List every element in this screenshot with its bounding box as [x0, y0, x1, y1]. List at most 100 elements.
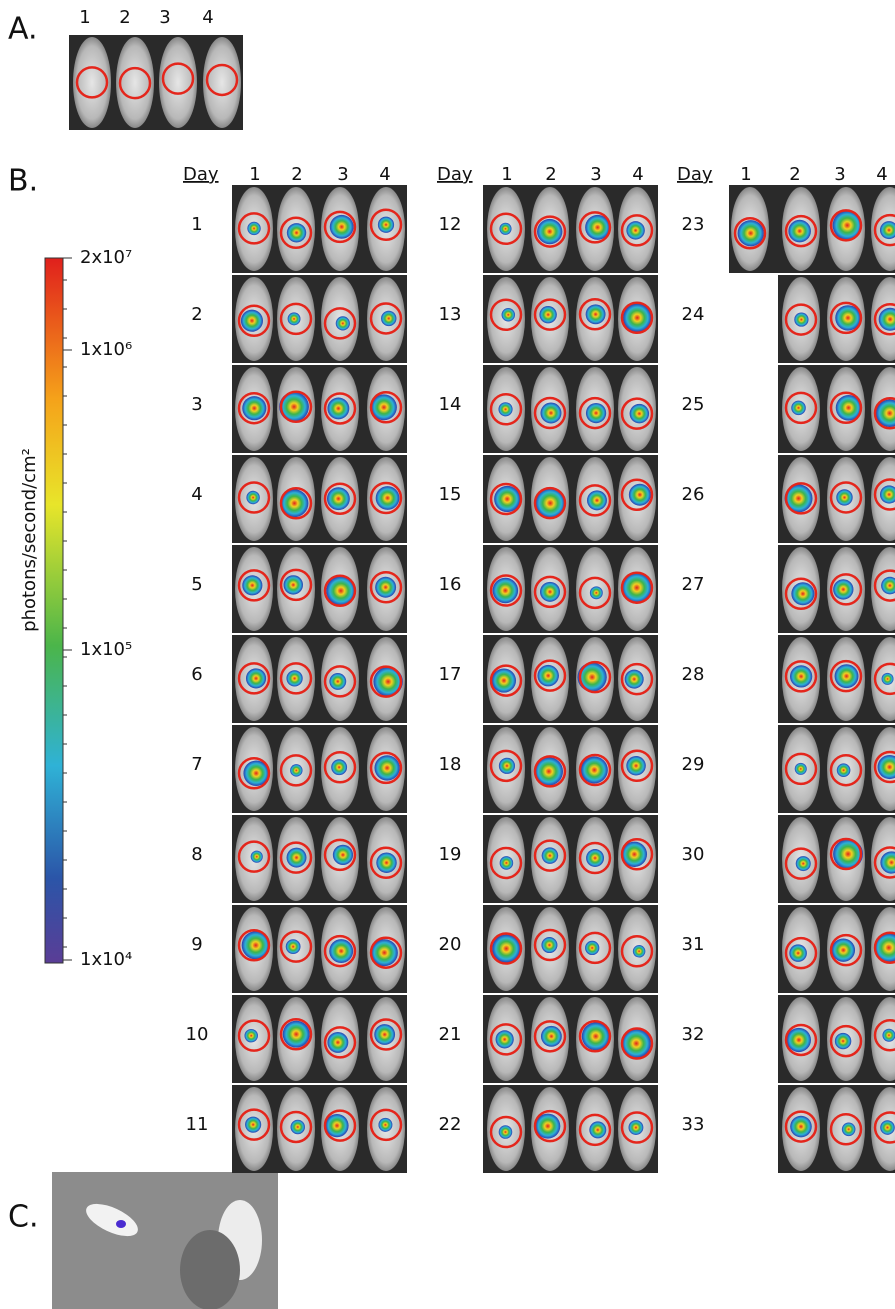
- signal: [586, 849, 604, 867]
- day-label: 26: [682, 484, 705, 505]
- signal: [500, 856, 514, 870]
- signal: [833, 579, 853, 599]
- signal: [629, 484, 651, 506]
- signal: [833, 839, 863, 869]
- day-label: 2: [191, 304, 202, 325]
- colorbar-tick-label: 1x10⁵: [80, 639, 132, 660]
- signal: [327, 398, 349, 420]
- day-label: 11: [186, 1114, 209, 1135]
- mouse-image: [778, 365, 895, 453]
- mouse-image: [483, 545, 658, 633]
- signal: [835, 1033, 851, 1049]
- signal: [882, 1029, 895, 1042]
- signal: [246, 491, 259, 504]
- signal: [242, 396, 266, 420]
- day-label: 19: [439, 844, 462, 865]
- mouse-image: [232, 185, 407, 273]
- day-label: 10: [186, 1024, 209, 1045]
- day-label: 8: [191, 844, 202, 865]
- signal: [375, 577, 396, 598]
- signal: [539, 306, 556, 323]
- day-label: 30: [682, 844, 705, 865]
- day-label: 15: [439, 484, 462, 505]
- mouse-image: [232, 725, 407, 813]
- signal: [630, 404, 649, 423]
- signal: [789, 944, 807, 962]
- signal: [542, 847, 559, 864]
- day-label: 27: [682, 574, 705, 595]
- signal: [837, 763, 851, 777]
- day-label: 7: [191, 754, 202, 775]
- signal: [498, 402, 512, 416]
- day-label: 24: [682, 304, 705, 325]
- mouse: [116, 37, 154, 128]
- day-label: 25: [682, 394, 705, 415]
- mouse-number: 1: [249, 164, 260, 185]
- signal: [625, 670, 644, 689]
- mouse-image: [69, 35, 243, 130]
- signal: [381, 311, 396, 326]
- signal: [378, 1118, 392, 1132]
- signal: [787, 1028, 811, 1052]
- mouse-image: [778, 815, 895, 903]
- mouse-image: [483, 635, 658, 723]
- signal: [791, 401, 806, 416]
- signal: [795, 763, 807, 775]
- mouse-image: [778, 1085, 895, 1173]
- signal: [537, 665, 558, 686]
- signal: [242, 575, 262, 595]
- signal: [245, 1117, 261, 1133]
- day-header: Day: [437, 164, 473, 185]
- signal: [241, 310, 263, 332]
- day-label: 28: [682, 664, 705, 685]
- day-label: 3: [191, 394, 202, 415]
- day-label: 20: [439, 934, 462, 955]
- day-label: 16: [439, 574, 462, 595]
- mouse-image: [232, 455, 407, 543]
- signal: [286, 939, 301, 954]
- signal: [577, 663, 606, 692]
- day-label: 6: [191, 664, 202, 685]
- signal: [540, 582, 560, 602]
- mouse-number: 3: [590, 164, 601, 185]
- mouse-image: [483, 185, 658, 273]
- mouse-number: 2: [789, 164, 800, 185]
- day-header: Day: [677, 164, 713, 185]
- day-label: 13: [439, 304, 462, 325]
- day-label: 21: [439, 1024, 462, 1045]
- day-label: 17: [439, 664, 462, 685]
- signal: [540, 403, 561, 424]
- mouse-number: 4: [876, 164, 887, 185]
- day-label: 1: [191, 214, 202, 235]
- signal: [626, 756, 646, 776]
- mouse: [203, 37, 241, 128]
- mouse-image: [232, 635, 407, 723]
- signal: [880, 1120, 895, 1135]
- mouse-image: [778, 275, 895, 363]
- signal: [499, 1125, 513, 1139]
- signal: [499, 758, 515, 774]
- signal: [378, 217, 394, 233]
- signal: [290, 764, 302, 776]
- signal: [376, 853, 396, 873]
- signal: [791, 582, 814, 605]
- signal: [284, 575, 303, 594]
- signal: [835, 664, 859, 688]
- signal: [329, 939, 353, 963]
- mouse-number: 4: [202, 7, 213, 28]
- mouse-image: [232, 905, 407, 993]
- mouse-number: 3: [834, 164, 845, 185]
- signal: [628, 1120, 643, 1135]
- signal: [585, 941, 599, 955]
- signal: [794, 312, 808, 326]
- signal: [586, 304, 606, 324]
- signal: [493, 578, 519, 604]
- mouse-number: 1: [79, 7, 90, 28]
- mouse-number: 2: [545, 164, 556, 185]
- mouse-image: [778, 725, 895, 813]
- signal: [790, 1116, 812, 1138]
- signal: [496, 1030, 514, 1048]
- mouse-number: 1: [501, 164, 512, 185]
- day-label: 14: [439, 394, 462, 415]
- mouse-image: [483, 725, 658, 813]
